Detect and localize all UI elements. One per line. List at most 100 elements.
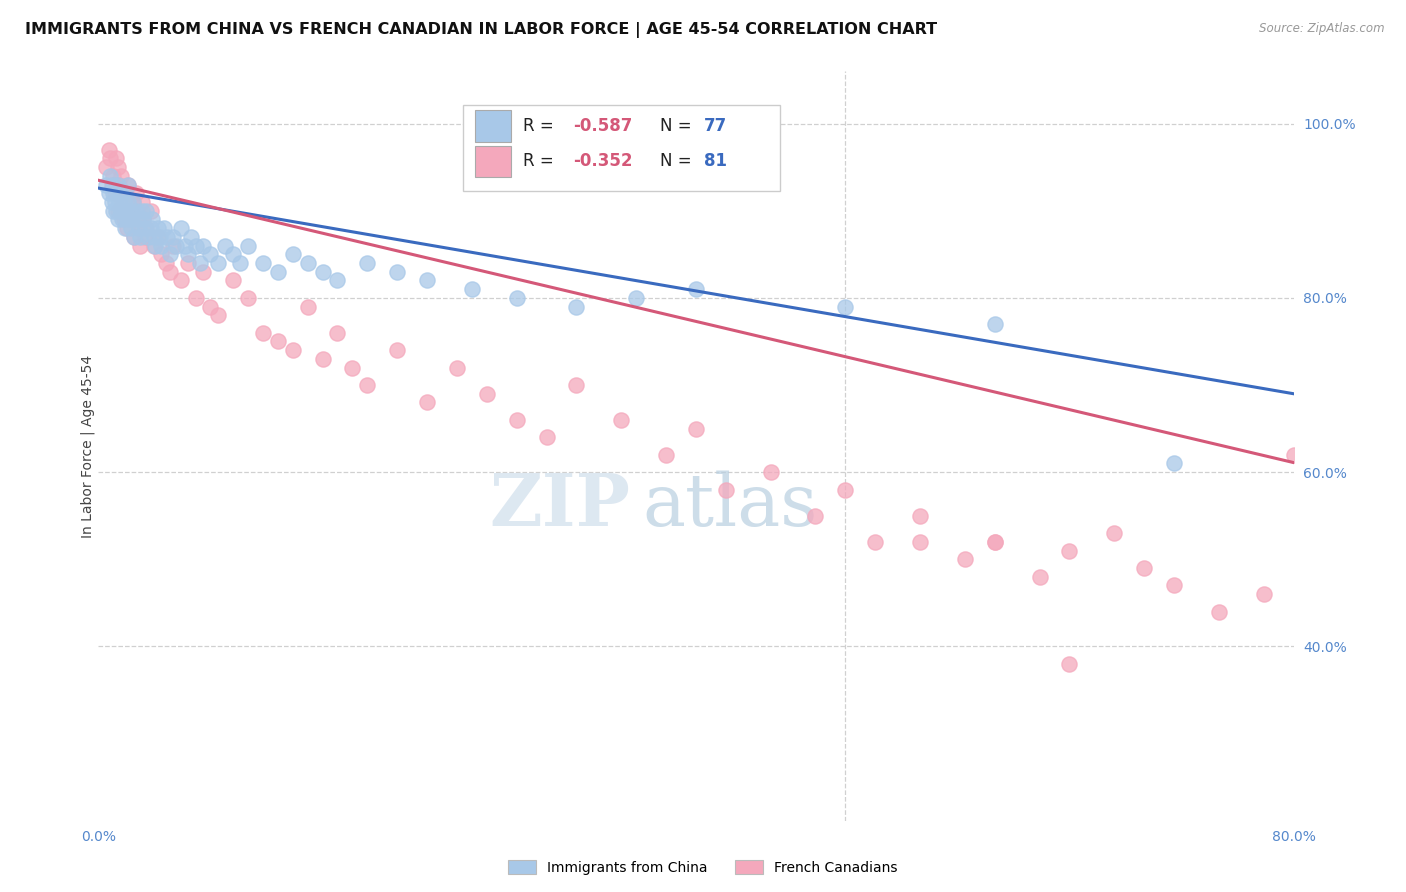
- Point: [124, 230, 146, 244]
- Point: [107, 160, 129, 174]
- Point: [129, 238, 152, 252]
- Point: [134, 230, 156, 244]
- Point: [139, 221, 162, 235]
- Point: [120, 212, 142, 227]
- Text: IMMIGRANTS FROM CHINA VS FRENCH CANADIAN IN LABOR FORCE | AGE 45-54 CORRELATION : IMMIGRANTS FROM CHINA VS FRENCH CANADIAN…: [25, 22, 938, 38]
- Point: [610, 413, 633, 427]
- Point: [121, 195, 143, 210]
- Point: [1028, 570, 1050, 584]
- Point: [759, 465, 782, 479]
- Point: [685, 421, 707, 435]
- Point: [139, 203, 162, 218]
- Point: [149, 230, 172, 244]
- Point: [155, 256, 177, 270]
- Point: [236, 238, 259, 252]
- Point: [131, 203, 153, 218]
- Point: [214, 238, 236, 252]
- Text: Source: ZipAtlas.com: Source: ZipAtlas.com: [1260, 22, 1385, 36]
- Point: [834, 483, 856, 497]
- Point: [236, 291, 259, 305]
- Point: [281, 343, 304, 358]
- FancyBboxPatch shape: [463, 105, 780, 191]
- Point: [159, 247, 181, 261]
- Point: [385, 343, 409, 358]
- Text: R =: R =: [523, 117, 558, 135]
- Point: [184, 291, 207, 305]
- Point: [865, 534, 887, 549]
- Point: [150, 238, 173, 252]
- Point: [156, 230, 179, 244]
- Point: [281, 247, 304, 261]
- Point: [132, 212, 155, 227]
- Point: [267, 265, 290, 279]
- Point: [984, 317, 1007, 331]
- Point: [94, 178, 117, 192]
- Point: [180, 230, 202, 244]
- Point: [174, 238, 197, 252]
- Point: [267, 334, 290, 349]
- Point: [200, 247, 222, 261]
- Point: [655, 448, 678, 462]
- Point: [1282, 448, 1305, 462]
- Point: [1104, 526, 1126, 541]
- Point: [107, 178, 129, 192]
- Point: [177, 247, 200, 261]
- Point: [506, 413, 529, 427]
- Point: [207, 256, 229, 270]
- Point: [714, 483, 737, 497]
- Point: [108, 178, 131, 192]
- Point: [127, 203, 149, 218]
- Point: [141, 212, 163, 227]
- Point: [475, 386, 498, 401]
- Legend: Immigrants from China, French Canadians: Immigrants from China, French Canadians: [503, 855, 903, 880]
- Point: [200, 300, 222, 314]
- Point: [97, 143, 120, 157]
- Text: N =: N =: [661, 153, 697, 170]
- Point: [125, 203, 148, 218]
- Point: [135, 221, 157, 235]
- Point: [207, 308, 229, 322]
- Point: [311, 351, 333, 366]
- Point: [110, 169, 132, 183]
- Point: [222, 247, 245, 261]
- Point: [416, 395, 439, 409]
- Text: -0.587: -0.587: [572, 117, 633, 135]
- Point: [118, 203, 141, 218]
- Point: [120, 212, 142, 227]
- Point: [446, 360, 468, 375]
- Point: [804, 508, 827, 523]
- Point: [129, 230, 152, 244]
- Point: [135, 203, 157, 218]
- Text: 81: 81: [704, 153, 727, 170]
- Point: [112, 212, 135, 227]
- Point: [506, 291, 529, 305]
- Point: [111, 212, 134, 227]
- Point: [565, 378, 588, 392]
- Point: [118, 203, 141, 218]
- Point: [908, 534, 931, 549]
- Point: [159, 265, 181, 279]
- Point: [111, 195, 134, 210]
- Point: [1059, 657, 1081, 671]
- Point: [103, 178, 125, 192]
- Text: R =: R =: [523, 153, 558, 170]
- Point: [565, 300, 588, 314]
- Point: [1163, 457, 1185, 471]
- Point: [326, 326, 349, 340]
- Point: [229, 256, 252, 270]
- Point: [94, 160, 117, 174]
- Point: [342, 360, 364, 375]
- Point: [356, 256, 378, 270]
- Point: [162, 238, 184, 252]
- Point: [953, 552, 976, 566]
- Point: [177, 256, 200, 270]
- Point: [114, 221, 136, 235]
- Point: [416, 273, 439, 287]
- FancyBboxPatch shape: [475, 111, 510, 142]
- Point: [134, 221, 156, 235]
- Point: [252, 256, 274, 270]
- Y-axis label: In Labor Force | Age 45-54: In Labor Force | Age 45-54: [80, 354, 94, 538]
- FancyBboxPatch shape: [475, 145, 510, 177]
- Point: [191, 238, 214, 252]
- Point: [97, 186, 120, 201]
